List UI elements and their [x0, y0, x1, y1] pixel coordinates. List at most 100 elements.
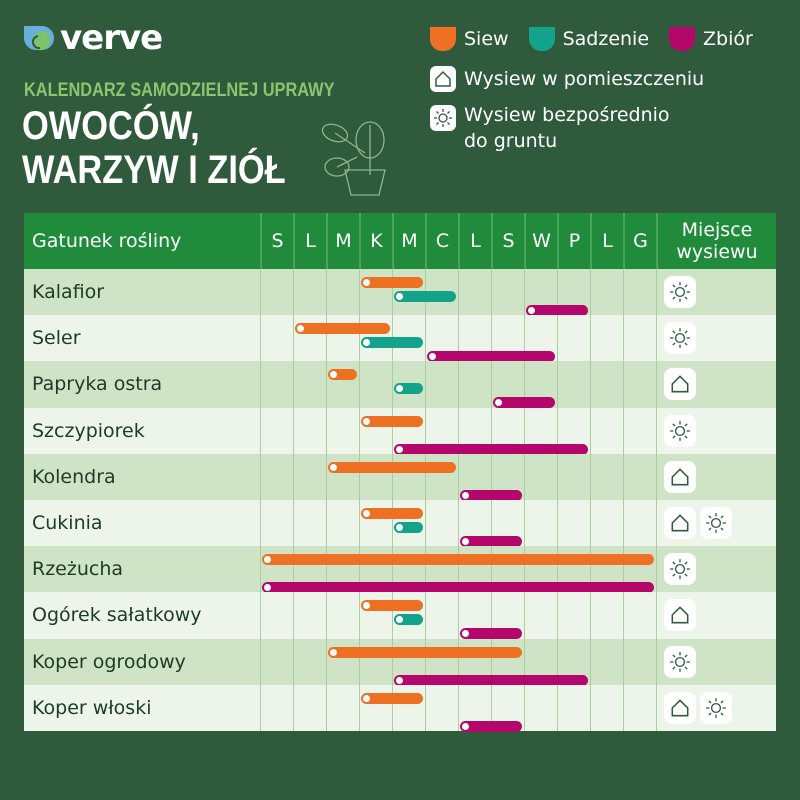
grid-line [623, 546, 624, 593]
grid-line [392, 592, 393, 639]
grid-line [293, 407, 294, 454]
grid-line [326, 638, 327, 685]
grid-line [590, 499, 591, 547]
zbior-bar [262, 582, 654, 594]
grid-line [623, 315, 624, 362]
bar-start-dot [396, 293, 403, 300]
plant-name: Koper włoski [32, 696, 152, 719]
sowing-place [664, 322, 696, 355]
grid-line [260, 453, 261, 500]
grid-line [458, 453, 459, 500]
sowing-place [664, 645, 696, 678]
grid-line [326, 453, 327, 500]
zbior-bar [460, 535, 522, 547]
subtitle: KALENDARZ SAMODZIELNEJ UPRAWY [24, 80, 335, 101]
sadzenie-bar [394, 614, 423, 626]
grid-line [260, 546, 261, 593]
siew-bar [361, 415, 423, 427]
bar-start-dot [363, 417, 370, 425]
grid-line [656, 684, 657, 731]
plant-name: Koper ogrodowy [32, 650, 186, 673]
grid-line [260, 592, 261, 639]
header-place-1: Miejsce [681, 219, 753, 241]
grid-line [293, 546, 294, 593]
grid-line [425, 315, 426, 362]
siew-swatch [430, 27, 456, 51]
grid-line [293, 269, 294, 316]
grid-line [425, 453, 426, 500]
grid-line [623, 361, 624, 408]
siew-bar [328, 646, 522, 658]
month-header: S [260, 213, 293, 269]
grid-line [491, 453, 492, 500]
house-icon [664, 506, 696, 539]
sun-icon [664, 553, 696, 586]
grid-line [656, 453, 657, 500]
grid-line [656, 499, 657, 547]
sadzenie-bar [394, 521, 423, 533]
grid-line [590, 546, 591, 593]
bar-start-dot [462, 537, 469, 545]
table-row: Seler [24, 315, 776, 363]
grid-line [491, 499, 492, 547]
siew-bar [262, 554, 654, 566]
page-title: OWOCÓW, WARZYW I ZIÓŁ [22, 104, 286, 192]
header-place: Miejsce wysiewu [656, 213, 776, 269]
grid-line [425, 499, 426, 547]
grid-line [293, 499, 294, 547]
grid-line [557, 592, 558, 639]
grid-line [491, 592, 492, 639]
zbior-swatch [669, 27, 696, 51]
grid-line [425, 592, 426, 639]
grid-line [260, 407, 261, 454]
grid-line [326, 592, 327, 639]
bar-start-dot [495, 399, 502, 407]
grid-line [590, 315, 591, 362]
sowing-place [664, 691, 732, 724]
grid-line [491, 407, 492, 454]
plant-name: Kolendra [32, 465, 116, 488]
grid-line [656, 361, 657, 408]
grid-line [656, 269, 657, 316]
bar-start-dot [396, 445, 403, 453]
month-header: L [458, 213, 491, 269]
bar-start-dot [528, 307, 535, 314]
grid-line [293, 361, 294, 408]
grid-line [524, 684, 525, 731]
plant-name: Cukinia [32, 511, 103, 534]
grid-line [491, 684, 492, 731]
grid-line [524, 407, 525, 454]
legend-direct-1: Wysiew bezpośrednio [464, 104, 670, 126]
bar-start-dot [363, 279, 370, 286]
sowing-place [664, 276, 696, 308]
sun-icon [430, 105, 456, 131]
grid-line [293, 684, 294, 731]
grid-line [623, 453, 624, 500]
grid-line [392, 684, 393, 731]
grid-line [359, 499, 360, 547]
siew-bar [295, 323, 390, 335]
zbior-bar [460, 720, 522, 732]
siew-bar [328, 369, 357, 381]
grid-line [590, 638, 591, 685]
month-header: C [425, 213, 458, 269]
grid-line [359, 269, 360, 316]
grid-line [656, 592, 657, 639]
grid-line [524, 361, 525, 408]
bar-start-dot [462, 630, 469, 638]
bar-start-dot [363, 509, 370, 517]
grid-line [392, 499, 393, 547]
bar-start-dot [396, 523, 403, 531]
grid-line [458, 638, 459, 685]
grid-line [623, 684, 624, 731]
house-icon [664, 691, 696, 724]
grid-line [590, 269, 591, 316]
siew-bar [328, 461, 456, 473]
month-header: L [293, 213, 326, 269]
grid-line [425, 407, 426, 454]
month-header: P [557, 213, 590, 269]
title-line-1: OWOCÓW, [22, 104, 200, 148]
grid-line [458, 315, 459, 362]
table-row: Papryka ostra [24, 361, 776, 409]
